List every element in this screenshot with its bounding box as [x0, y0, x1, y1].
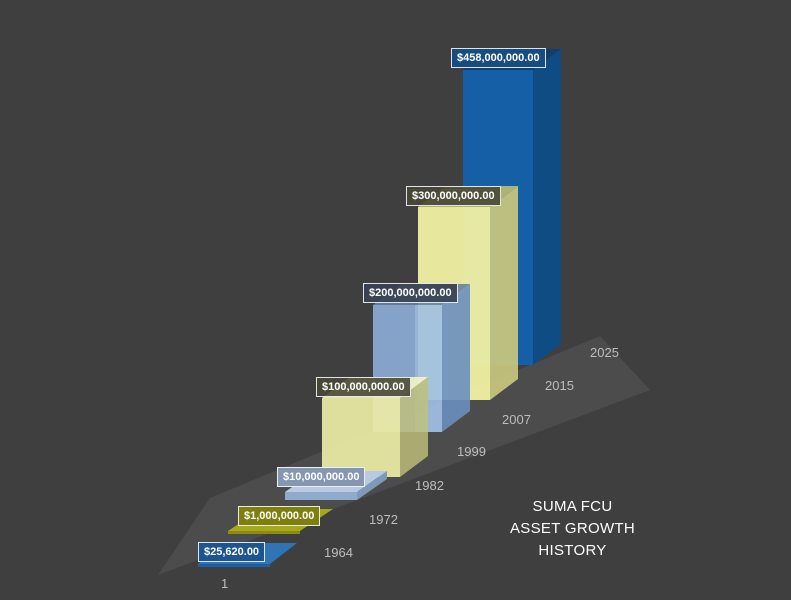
axis-label-1: 1 [221, 576, 229, 591]
axis-label-1982: 1982 [415, 478, 444, 493]
data-label-1999: $200,000,000.00 [363, 283, 458, 303]
chart-title-line-1: SUMA FCU [532, 498, 613, 515]
bar-1964-front [228, 531, 300, 534]
data-label-year1: $25,620.00 [198, 542, 266, 562]
chart-title: SUMA FCU ASSET GROWTH HISTORY [505, 496, 640, 562]
data-label-1972: $10,000,000.00 [277, 467, 366, 487]
data-label-2015: $458,000,000.00 [451, 48, 546, 68]
axis-label-2025: 2025 [590, 345, 619, 360]
bar-1999-side [442, 284, 470, 432]
bar-1982-side [400, 377, 428, 477]
axis-label-2007: 2007 [502, 412, 531, 427]
data-label-2007: $300,000,000.00 [406, 186, 501, 206]
axis-label-1999: 1999 [457, 444, 486, 459]
bar-2015-side [533, 49, 561, 365]
bar-1972-front [285, 492, 357, 500]
bar-1-front [198, 564, 270, 567]
data-label-1982: $100,000,000.00 [316, 377, 411, 397]
axis-label-2015: 2015 [545, 378, 574, 393]
axis-label-1972: 1972 [369, 512, 398, 527]
bar-1982-front [322, 398, 400, 477]
bar-1972-side [357, 471, 387, 500]
data-label-1964: $1,000,000.00 [238, 506, 321, 526]
chart-title-line-3: HISTORY [538, 542, 607, 559]
chart-title-line-2: ASSET GROWTH [510, 520, 635, 537]
bar-2007-side [490, 186, 518, 400]
axis-label-1964: 1964 [324, 545, 353, 560]
